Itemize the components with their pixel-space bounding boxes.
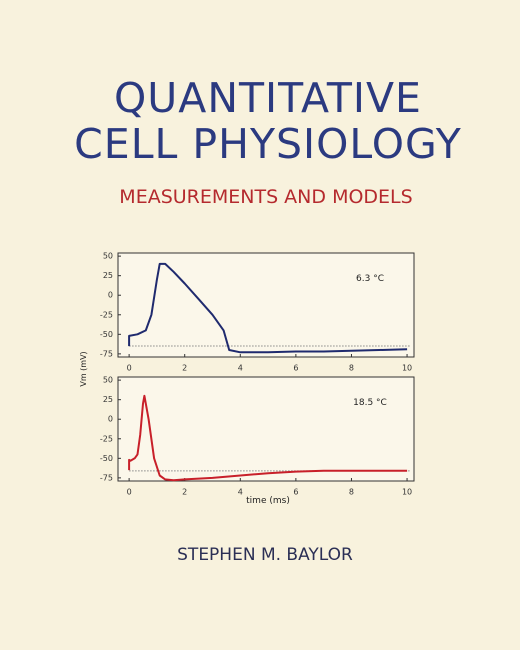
y-tick-label: 25: [103, 395, 113, 404]
annotation: 6.3 °C: [356, 274, 384, 284]
plot-frame: [117, 252, 415, 358]
title-line: CELL PHYSIOLOGY: [74, 120, 462, 168]
x-tick-label: 10: [402, 364, 412, 373]
y-tick-label: -25: [100, 310, 113, 319]
x-tick-label: 10: [402, 488, 412, 497]
x-tick-label: 8: [349, 488, 354, 497]
y-tick-label: -50: [100, 330, 113, 339]
y-tick-label: -25: [100, 434, 113, 443]
y-tick-label: 0: [108, 291, 113, 300]
y-tick-label: -50: [100, 454, 113, 463]
y-tick-label: -75: [100, 349, 113, 358]
trace: [128, 394, 408, 482]
trace: [128, 262, 408, 354]
annotation: 18.5 °C: [353, 398, 387, 408]
title-line: QUANTITATIVE: [114, 74, 422, 122]
plot-frame: [117, 376, 415, 482]
y-tick-label: 0: [108, 415, 113, 424]
y-tick-label: 50: [103, 376, 113, 385]
y-axis-label: Vm (mV): [79, 351, 88, 386]
x-tick-label: 4: [238, 364, 243, 373]
x-tick-label: 2: [182, 488, 187, 497]
y-tick-label: 50: [103, 252, 113, 261]
subtitle: MEASUREMENTS AND MODELS: [119, 186, 412, 208]
x-tick-label: 6: [293, 364, 298, 373]
x-tick-label: 4: [238, 488, 243, 497]
y-tick-label: 25: [103, 271, 113, 280]
x-tick-label: 0: [127, 488, 132, 497]
x-axis-label: time (ms): [246, 496, 290, 506]
x-tick-label: 8: [349, 364, 354, 373]
x-tick-label: 2: [182, 364, 187, 373]
x-tick-label: 6: [293, 488, 298, 497]
y-tick-label: -75: [100, 473, 113, 482]
x-tick-label: 0: [127, 364, 132, 373]
author: STEPHEN M. BAYLOR: [177, 545, 353, 565]
